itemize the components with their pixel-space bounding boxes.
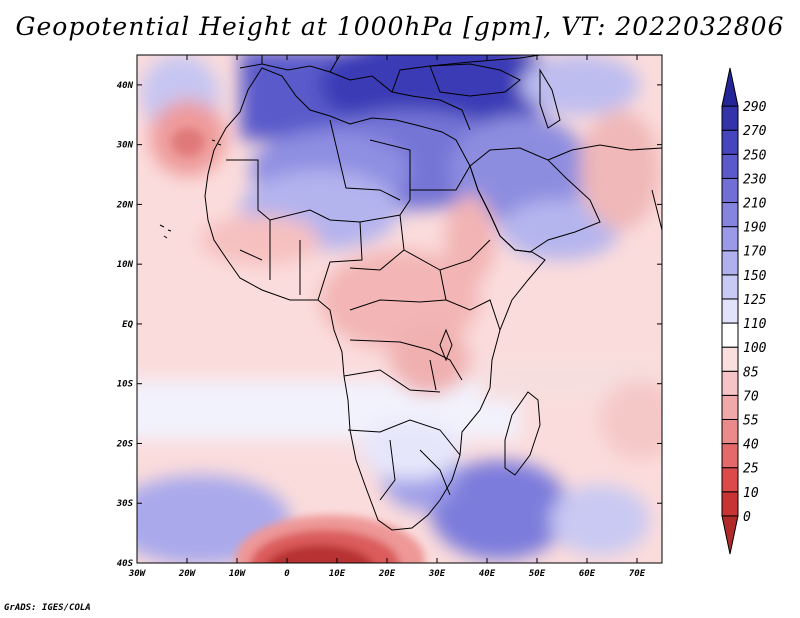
colorbar-label: 55: [743, 413, 759, 428]
colorbar-swatch: [721, 298, 739, 324]
colorbar-swatch: [721, 177, 739, 204]
colorbar-swatch: [721, 443, 739, 469]
lat-label: EQ: [122, 320, 133, 330]
lon-label: 10E: [329, 569, 346, 579]
colorbar-swatch: [721, 226, 739, 252]
lat-label: 10N: [117, 260, 134, 270]
chart-title: Geopotential Height at 1000hPa [gpm], VT…: [15, 12, 785, 41]
colorbar-label: 25: [743, 462, 759, 477]
colorbar: 0 10 25 40 55 70 85 100 110 125 150 170 190 210 230 250…: [721, 67, 767, 555]
lon-label: 60E: [579, 569, 596, 579]
colorbar-label: 250: [743, 148, 767, 163]
lon-label: 10W: [229, 569, 247, 579]
lon-label: 50E: [529, 569, 546, 579]
grads-credit: GrADS: IGES/COLA: [4, 603, 91, 613]
colorbar-swatch: [721, 515, 739, 555]
colorbar-label: 270: [743, 124, 767, 139]
latitude-axis: 40N 30N 20N 10N EQ 10S 20S 30S 40S: [116, 81, 662, 569]
colorbar-swatch: [721, 153, 739, 179]
colorbar-swatch: [721, 67, 739, 107]
colorbar-label: 150: [743, 269, 767, 284]
lat-label: 20N: [116, 200, 134, 210]
lon-label: 30E: [428, 569, 446, 579]
colorbar-swatch: [721, 394, 739, 420]
colorbar-swatch: [721, 346, 739, 372]
lon-label: 0: [284, 569, 290, 579]
colorbar-swatch: [721, 370, 739, 396]
colorbar-label: 125: [743, 293, 767, 308]
colorbar-swatch: [721, 202, 739, 228]
colorbar-swatch: [721, 467, 739, 493]
coastlines: [159, 55, 662, 531]
lat-label: 20S: [116, 439, 134, 449]
colorbar-label: 40: [743, 438, 759, 453]
colorbar-label: 70: [743, 389, 759, 404]
lat-label: 30N: [116, 141, 134, 151]
colorbar-label: 85: [743, 365, 759, 380]
colorbar-label: 190: [743, 221, 767, 236]
lon-label: 20E: [378, 569, 396, 579]
lon-label: 20W: [178, 569, 197, 579]
lat-label: 30S: [116, 499, 134, 509]
colorbar-swatch: [721, 129, 739, 155]
lon-label: 70E: [629, 569, 646, 579]
colorbar-label: 100: [743, 341, 767, 356]
lat-label: 40S: [117, 559, 134, 569]
lat-label: 40N: [117, 81, 134, 91]
colorbar-swatch: [721, 322, 739, 348]
geopotential-field: [137, 55, 662, 563]
colorbar-label: 230: [743, 172, 767, 187]
colorbar-swatch: [721, 418, 739, 445]
longitude-axis: 30W 20W 10W 0 10E 20E 30E 40E 50E 60E 70E: [128, 55, 646, 579]
colorbar-label: 10: [743, 486, 759, 501]
colorbar-label: 170: [743, 245, 767, 260]
colorbar-swatch: [721, 250, 739, 276]
lon-label: 30W: [128, 569, 147, 579]
map-frame: [136, 54, 663, 564]
colorbar-label: 110: [743, 317, 767, 332]
colorbar-label: 290: [743, 100, 767, 115]
colorbar-label: 0: [743, 510, 751, 525]
colorbar-swatch: [721, 105, 739, 131]
colorbar-swatch: [721, 274, 739, 300]
colorbar-swatch: [721, 491, 739, 517]
colorbar-label: 210: [743, 197, 767, 212]
lon-label: 40E: [479, 569, 496, 579]
lat-label: 10S: [117, 380, 134, 390]
